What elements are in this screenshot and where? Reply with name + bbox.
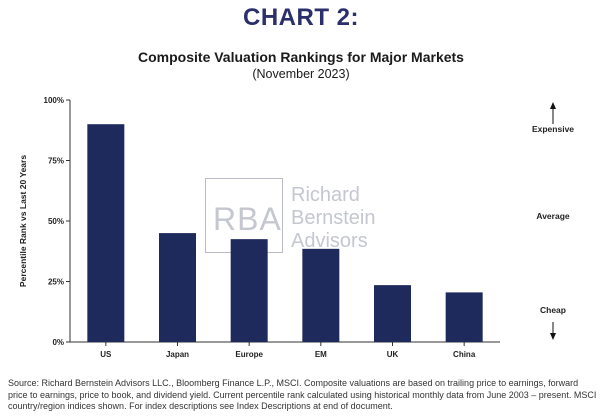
y-tick-label: 100%: [44, 96, 64, 105]
x-tick-label: China: [453, 350, 476, 359]
x-tick-label: EM: [315, 350, 327, 359]
x-tick-label: US: [100, 350, 112, 359]
axes: [66, 99, 500, 346]
chart-subtitle: (November 2023): [252, 67, 350, 81]
source-note: Source: Richard Bernstein Advisors LLC.,…: [8, 378, 597, 411]
scale-label-average: Average: [536, 211, 570, 221]
arrow-up-icon: [550, 102, 556, 109]
watermark-name-line-1: Richard: [291, 184, 360, 206]
y-tick-label: 25%: [48, 278, 64, 287]
bar-em: [302, 248, 340, 342]
bar-europe: [230, 239, 268, 342]
y-tick-label: 75%: [48, 157, 64, 166]
watermark-name-line-2: Bernstein: [291, 207, 376, 229]
x-tick-label: Japan: [166, 350, 189, 359]
bar-uk: [374, 285, 411, 342]
chart-title: Composite Valuation Rankings for Major M…: [138, 49, 464, 65]
bar-us: [87, 124, 125, 342]
y-tick-label: 0%: [52, 338, 64, 347]
scale-label-cheap: Cheap: [540, 305, 566, 315]
y-tick-label: 50%: [48, 217, 64, 226]
axis-labels: 0% 25% 50% 75% 100% Percentile Rank vs Last 2…: [18, 96, 476, 359]
scale-label-expensive: Expensive: [532, 124, 574, 134]
chart-label: CHART 2:: [243, 4, 359, 31]
watermark-logo: RBA Richard Bernstein Advisors: [205, 178, 405, 253]
valuation-scale: Expensive Average Cheap: [532, 102, 574, 340]
x-tick-label: Europe: [235, 350, 263, 359]
y-axis-title: Percentile Rank vs Last 20 Years: [18, 155, 28, 287]
bar-japan: [159, 233, 196, 342]
x-tick-label: UK: [387, 350, 399, 359]
watermark-logo-text: RBA: [213, 201, 282, 237]
watermark-name-line-3: Advisors: [291, 230, 368, 252]
arrow-down-icon: [550, 333, 556, 340]
bars: [87, 124, 483, 342]
bar-china: [445, 292, 483, 342]
